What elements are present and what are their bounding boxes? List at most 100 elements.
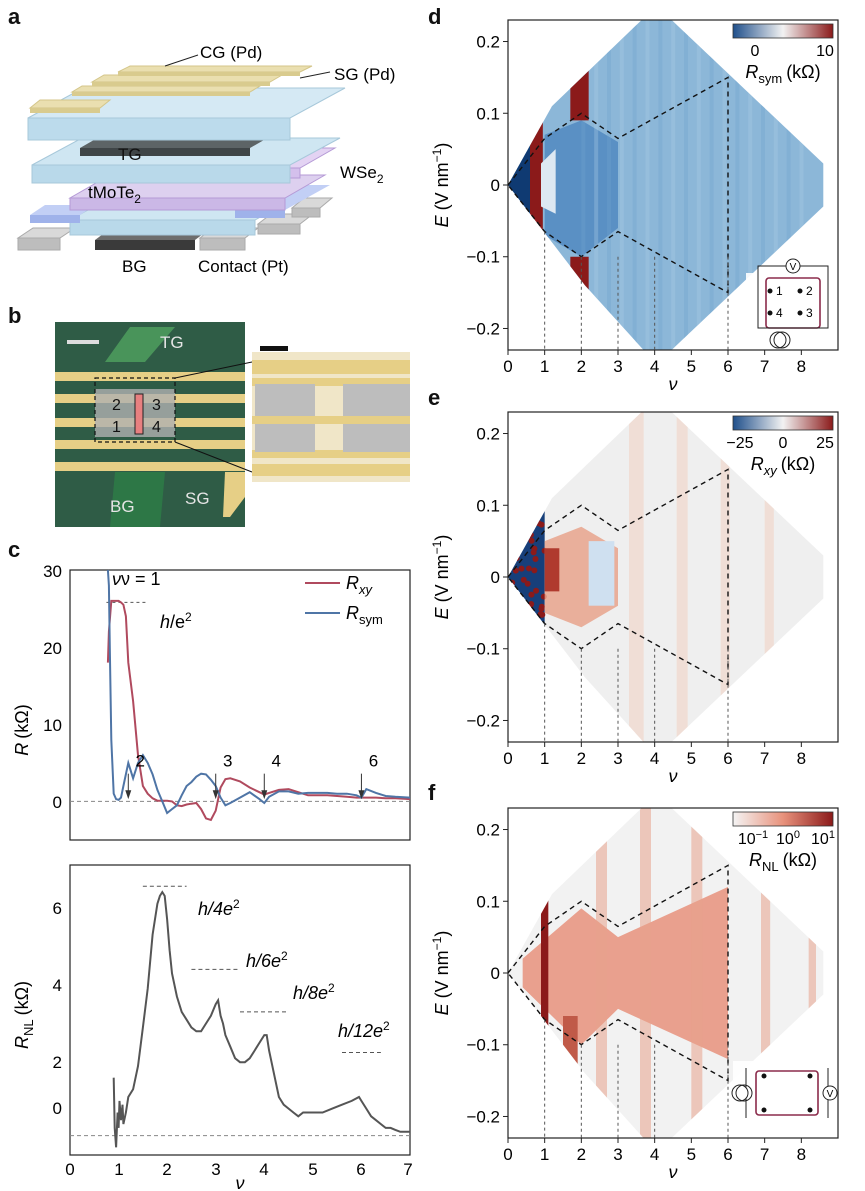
x-tick-label: 7 bbox=[760, 749, 769, 768]
heatmap-stripe bbox=[594, 20, 598, 350]
c-xtick: 0 bbox=[65, 1160, 74, 1179]
series-r-xy bbox=[108, 601, 410, 820]
heatmap-speckle bbox=[513, 534, 519, 540]
heatmap-speckle bbox=[518, 615, 524, 621]
colorbar-label: RNL (kΩ) bbox=[749, 850, 817, 874]
x-tick-label: 0 bbox=[503, 357, 512, 376]
heatmap-speckle bbox=[524, 490, 530, 496]
c-bottom-ytick: 6 bbox=[53, 899, 62, 918]
heatmap-speckle bbox=[521, 537, 527, 543]
x-tick-label: 1 bbox=[540, 1145, 549, 1164]
tg-label: TG bbox=[118, 145, 142, 164]
heatmap-speckle bbox=[531, 567, 537, 573]
x-tick-label: 8 bbox=[797, 1145, 806, 1164]
heatmap-speckle bbox=[535, 623, 541, 629]
heatmap-speckle bbox=[527, 660, 533, 666]
c-arrowhead bbox=[125, 790, 131, 799]
c-bottom-ytick: 4 bbox=[53, 976, 62, 995]
c-arrow-label: 6 bbox=[369, 752, 378, 771]
colorbar-tick: 101 bbox=[811, 829, 835, 848]
quanta-label-h4e2: h/4e2 bbox=[198, 897, 240, 919]
heatmap-stripe bbox=[581, 20, 585, 350]
c-legend: Rxy Rsym bbox=[305, 573, 383, 627]
x-tick-label: 1 bbox=[540, 749, 549, 768]
quanta-label-h12e2: h/12e2 bbox=[338, 1019, 390, 1041]
x-tick-label: 0 bbox=[503, 749, 512, 768]
y-tick-label: −0.2 bbox=[466, 1107, 500, 1126]
heatmap-speckle bbox=[513, 568, 519, 574]
heatmap-speckle bbox=[525, 581, 531, 587]
c-top-ylabel: R(kΩ) bbox=[12, 704, 32, 755]
heatmap-speckle bbox=[526, 565, 532, 571]
heatmap-speckle bbox=[528, 532, 534, 538]
heatmap-stripe bbox=[596, 808, 607, 1138]
contact-label-1: 1 bbox=[112, 419, 121, 436]
heatmap-stripe bbox=[697, 20, 701, 350]
panel-e-heatmap: 0.20.10−0.1−0.20 1 2 3 4 5 6 7 8νE (V nm−1)−25 0 2… bbox=[428, 400, 865, 792]
heatmap-stripe bbox=[658, 20, 662, 350]
heatmap-speckle bbox=[515, 657, 521, 663]
y-tick-label: −0.2 bbox=[466, 319, 500, 338]
voltmeter-label: V bbox=[790, 262, 797, 273]
zoom-inset bbox=[252, 346, 410, 482]
micrograph-bg-label: BG bbox=[110, 497, 135, 516]
heatmap-speckle bbox=[533, 588, 539, 594]
heatmap-speckle bbox=[531, 549, 537, 555]
heatmap-stripe bbox=[723, 20, 727, 350]
y-tick-label: 0.2 bbox=[476, 33, 500, 52]
y-axis-label: E (V nm−1) bbox=[430, 535, 452, 620]
heatmap-speckle bbox=[528, 592, 534, 598]
colorbar-tick: 10−1 bbox=[738, 829, 768, 848]
heatmap-speckle bbox=[515, 638, 521, 644]
heatmap-speckle bbox=[517, 644, 523, 650]
x-tick-label: 3 bbox=[613, 749, 622, 768]
y-axis-label: E (V nm−1) bbox=[430, 143, 452, 228]
contact-label: Contact (Pt) bbox=[198, 257, 289, 276]
c-bottom-ytick: 0 bbox=[53, 1099, 62, 1118]
legend-label-rsym: Rsym bbox=[346, 603, 383, 627]
heatmap-speckle bbox=[512, 532, 518, 538]
c-arrow-label: 3 bbox=[223, 752, 232, 771]
heatmap-speckle bbox=[512, 648, 518, 654]
y-tick-label: −0.1 bbox=[466, 1036, 500, 1055]
x-tick-label: 6 bbox=[723, 357, 732, 376]
heatmap-speckle bbox=[529, 611, 535, 617]
x-tick-label: 5 bbox=[687, 357, 696, 376]
colorbar bbox=[733, 24, 833, 38]
y-tick-label: 0.2 bbox=[476, 425, 500, 444]
panel-c-plots: R(kΩ) 30 20 10 0 νν = 1 h/e2 Rxy Rsym 23… bbox=[0, 555, 420, 1191]
series-r-sym bbox=[108, 570, 410, 813]
heatmap-region bbox=[508, 491, 545, 663]
c-top-ytick: 20 bbox=[43, 639, 62, 658]
x-axis-label: ν bbox=[669, 1162, 678, 1182]
colorbar-tick: 100 bbox=[776, 829, 800, 848]
voltmeter-label: V bbox=[827, 1089, 834, 1100]
colorbar-tick: 25 bbox=[816, 435, 834, 452]
c-xtick: 6 bbox=[356, 1160, 365, 1179]
cg-leader bbox=[165, 55, 198, 66]
heatmap-speckle bbox=[516, 508, 522, 514]
quanta-label-h6e2: h/6e2 bbox=[246, 949, 288, 971]
measurement-inset-4probe: V1 24 3 bbox=[746, 259, 828, 348]
c-top-ytick: 0 bbox=[53, 793, 62, 812]
x-tick-label: 4 bbox=[650, 749, 659, 768]
inset-contact-label: 4 bbox=[776, 306, 783, 320]
c-bottom-ylabel: RNL(kΩ) bbox=[12, 981, 36, 1049]
heatmap-speckle bbox=[513, 555, 519, 561]
scale-bar bbox=[67, 340, 99, 344]
y-tick-label: 0.2 bbox=[476, 821, 500, 840]
heatmap-stripe bbox=[640, 808, 651, 1138]
heatmap-speckle bbox=[520, 655, 526, 661]
x-tick-label: 8 bbox=[797, 749, 806, 768]
heatmap-speckle bbox=[515, 492, 521, 498]
x-tick-label: 2 bbox=[577, 357, 586, 376]
c-arrow-label: 2 bbox=[136, 752, 145, 771]
x-axis-label: ν bbox=[669, 766, 678, 786]
colorbar bbox=[733, 416, 833, 430]
heatmap-speckle bbox=[524, 626, 530, 632]
sg-label: SG (Pd) bbox=[334, 65, 395, 84]
heatmap-speckle bbox=[522, 655, 528, 661]
heatmap-stripe bbox=[620, 20, 624, 350]
x-tick-label: 7 bbox=[760, 357, 769, 376]
heatmap-region bbox=[563, 1016, 578, 1102]
